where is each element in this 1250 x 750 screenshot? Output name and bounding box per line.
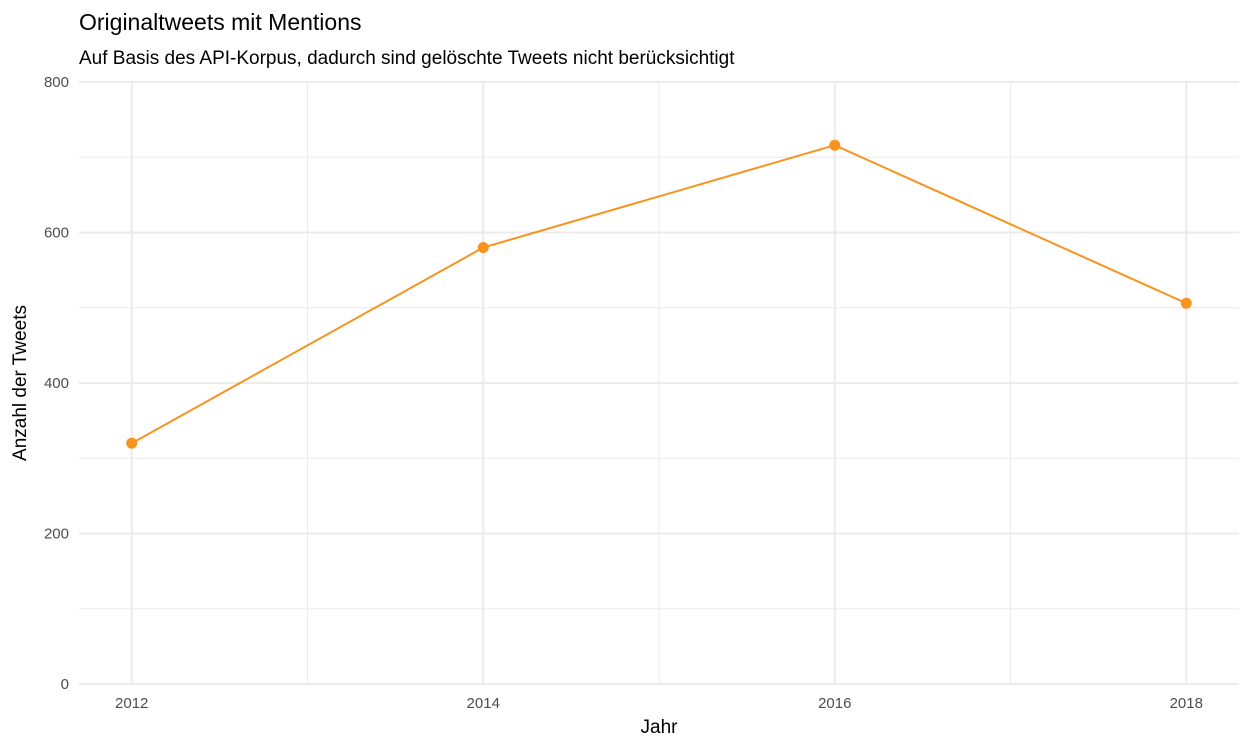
y-tick-label: 200: [44, 526, 69, 543]
y-axis-tick-labels: 0 200 400 600 800: [44, 74, 69, 693]
x-tick-label: 2014: [467, 695, 500, 712]
chart-subtitle: Auf Basis des API-Korpus, dadurch sind g…: [79, 48, 735, 69]
data-point: [477, 242, 489, 254]
series-layer: [126, 139, 1192, 449]
data-point: [126, 437, 138, 449]
x-tick-label: 2018: [1170, 695, 1203, 712]
series-line: [131, 144, 1187, 445]
y-tick-label: 600: [44, 225, 69, 242]
y-tick-label: 0: [61, 676, 69, 693]
y-axis-title: Anzahl der Tweets: [10, 305, 31, 461]
x-tick-label: 2012: [115, 695, 148, 712]
y-tick-label: 800: [44, 74, 69, 91]
data-point: [829, 139, 841, 151]
x-tick-label: 2016: [818, 695, 851, 712]
x-axis-title: Jahr: [641, 717, 679, 738]
grid: [79, 81, 1239, 685]
x-axis-tick-labels: 2012 2014 2016 2018: [115, 695, 1203, 712]
y-tick-label: 400: [44, 375, 69, 392]
chart-title: Originaltweets mit Mentions: [79, 9, 362, 35]
data-point: [1180, 297, 1192, 309]
